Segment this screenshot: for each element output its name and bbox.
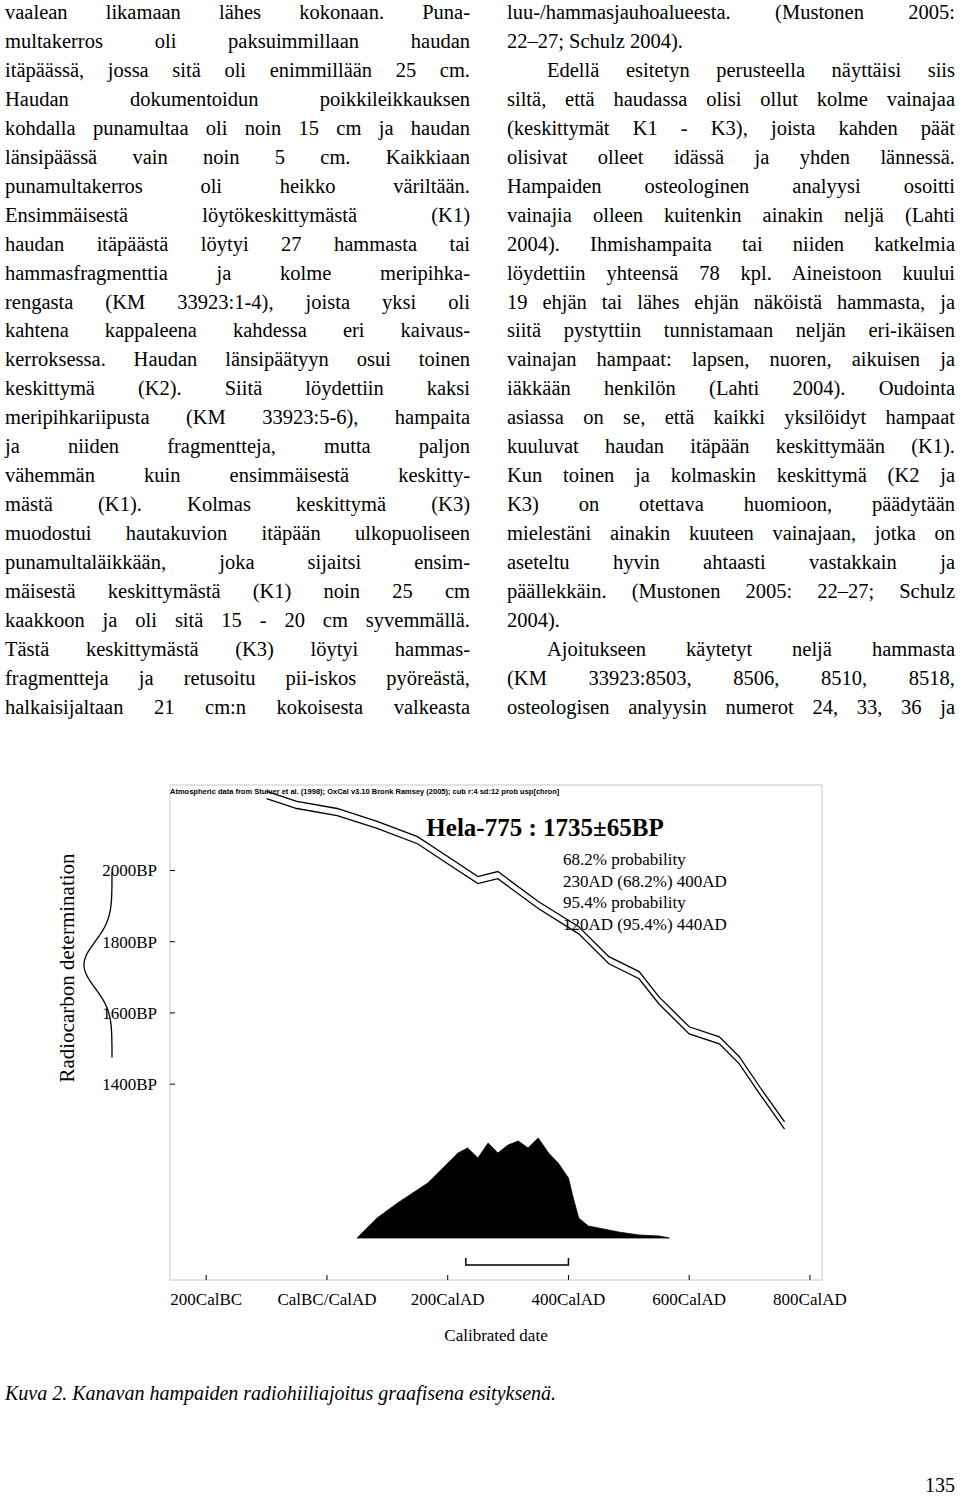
text-line: punamultakerros oli heikko väriltään. [5, 174, 470, 198]
text-line: hammasfragmenttia ja kolme meripihka- [5, 261, 470, 285]
text-line: multakerros oli paksuimmillaan haudan [5, 29, 470, 53]
text-line: olisivat olleet idässä ja yhden lännessä… [507, 145, 955, 169]
text-line: punamultaläikkään, joka sijaitsi ensim- [5, 550, 470, 574]
text-line: Edellä esitetyn perusteella näyttäisi si… [547, 58, 955, 82]
text-line: osteologisen analyysin numerot 24, 33, 3… [507, 695, 955, 719]
text-line: mästä (K1). Kolmas keskittymä (K3) [5, 492, 470, 516]
measurement-distribution [84, 872, 112, 1057]
text-line: vähemmän kuin ensimmäisestä keskitty- [5, 463, 470, 487]
text-line: päällekkäin. (Mustonen 2005: 22–27; Schu… [507, 579, 955, 603]
y-tick-label: 1400BP [102, 1075, 157, 1094]
text-line: Haudan dokumentoidun poikkileikkauksen [5, 87, 470, 111]
text-line: 22–27; Schulz 2004). [507, 29, 955, 53]
page: vaalean likamaan lähes kokonaan. Puna-mu… [0, 0, 960, 1501]
text-line: kerroksessa. Haudan länsipäätyyn osui to… [5, 347, 470, 371]
x-tick [689, 1275, 690, 1280]
text-line: keskittymä (K2). Siitä löydettiin kaksi [5, 376, 470, 400]
x-tick [809, 1275, 810, 1280]
text-line: vainajan hampaat: lapsen, nuoren, aikuis… [507, 347, 955, 371]
x-tick-label: 800CalAD [773, 1290, 847, 1309]
text-line: muodostui hautakuvion itäpään ulkopuolis… [5, 521, 470, 545]
text-line: siitä pystyttiin tunnistamaan neljän eri… [507, 318, 955, 342]
y-tick [170, 1012, 175, 1013]
x-tick [326, 1275, 327, 1280]
text-line: mielestäni ainakin kuuteen vainajaan, jo… [507, 521, 955, 545]
page-number: 135 [925, 1474, 955, 1497]
text-line: Ensimmäisestä löytökeskittymästä (K1) [5, 203, 470, 227]
annotation: 95.4% probability [563, 893, 686, 912]
text-line: siltä, että haudassa olisi ollut kolme v… [507, 87, 955, 111]
text-line: 2004). Ihmishampaita tai niiden katkelmi… [507, 232, 955, 256]
text-line: kaakkoon ja oli sitä 15 - 20 cm syvemmäl… [5, 608, 470, 632]
text-line: asiassa on se, että kaikki yksilöidyt ha… [507, 405, 955, 429]
text-line: kohdalla punamultaa oli noin 15 cm ja ha… [5, 116, 470, 140]
calibrated-distribution [357, 1138, 669, 1238]
plot-frame [170, 785, 822, 1280]
text-line: (keskittymät K1 - K3), joista kahden pää… [507, 116, 955, 140]
chart-subtitle: Atmospheric data from Stuiver et al. (19… [170, 787, 560, 796]
x-tick-label: 400CalAD [532, 1290, 606, 1309]
text-line: halkaisijaltaan 21 cm:n kokoisesta valke… [5, 695, 470, 719]
x-tick [206, 1275, 207, 1280]
text-line: ja niiden fragmentteja, mutta paljon [5, 434, 470, 458]
text-line: 2004). [507, 608, 955, 632]
x-tick [568, 1275, 569, 1280]
y-axis-label: Radiocarbon determination [55, 853, 79, 1083]
text-line: Tästä keskittymästä (K3) löytyi hammas- [5, 637, 470, 661]
x-tick-label: 600CalAD [652, 1290, 726, 1309]
text-line: länsipäässä vain noin 5 cm. Kaikkiaan [5, 145, 470, 169]
y-tick-label: 2000BP [102, 861, 157, 880]
text-line: luu-/hammasjauhoalueesta. (Mustonen 2005… [507, 0, 955, 24]
y-tick [170, 1084, 175, 1085]
text-line: fragmentteja ja retusoitu pii-iskos pyör… [5, 666, 470, 690]
x-tick-label: CalBC/CalAD [277, 1290, 376, 1309]
y-tick [170, 870, 175, 871]
range-bracket [466, 1258, 569, 1265]
annotation: 120AD (95.4%) 440AD [563, 915, 727, 934]
x-tick-label: 200CalBC [170, 1290, 242, 1309]
chart: Atmospheric data from Stuiver et al. (19… [0, 0, 960, 1501]
text-line: Kun toinen ja kolmaskin keskittymä (K2 j… [507, 463, 955, 487]
calibration-curve-lower [267, 799, 785, 1129]
text-line: iäkkään henkilön (Lahti 2004). Oudointa [507, 376, 955, 400]
text-line: rengasta (KM 33923:1-4), joista yksi oli [5, 290, 470, 314]
text-line: kahtena kappaleena kahdessa eri kaivaus- [5, 318, 470, 342]
text-line: meripihkariipusta (KM 33923:5-6), hampai… [5, 405, 470, 429]
text-line: vainajia olleen kuitenkin ainakin neljä … [507, 203, 955, 227]
y-tick [170, 941, 175, 942]
annotation: 68.2% probability [563, 850, 686, 869]
chart-title: Hela-775 : 1735±65BP [426, 814, 663, 841]
text-line: kuuluvat haudan itäpään keskittymään (K1… [507, 434, 955, 458]
text-line: haudan itäpäästä löytyi 27 hammasta tai [5, 232, 470, 256]
text-line: mäisestä keskittymästä (K1) noin 25 cm [5, 579, 470, 603]
text-line: 19 ehjän tai lähes ehjän näköistä hammas… [507, 290, 955, 314]
text-line: itäpäässä, jossa sitä oli enimmillään 25… [5, 58, 470, 82]
text-line: (KM 33923:8503, 8506, 8510, 8518, [507, 666, 955, 690]
text-line: K3) on otettava huomioon, päädytään [507, 492, 955, 516]
text-line: löydettiin yhteensä 78 kpl. Aineistoon k… [507, 261, 955, 285]
plot-area [267, 791, 785, 1265]
x-axis-label: Calibrated date [444, 1326, 547, 1345]
text-line: vaalean likamaan lähes kokonaan. Puna- [5, 0, 470, 24]
text-line: Hampaiden osteologinen analyysi osoitti [507, 174, 955, 198]
x-tick [447, 1275, 448, 1280]
annotation: 230AD (68.2%) 400AD [563, 872, 727, 891]
text-line: Ajoitukseen käytetyt neljä hammasta [547, 637, 955, 661]
x-tick-label: 200CalAD [411, 1290, 485, 1309]
figure-caption: Kuva 2. Kanavan hampaiden radiohiiliajoi… [5, 1382, 556, 1405]
text-line: aseteltu hyvin ahtaasti vastakkain ja [507, 550, 955, 574]
y-tick-label: 1800BP [102, 933, 157, 952]
calibration-curve-upper [267, 791, 785, 1121]
